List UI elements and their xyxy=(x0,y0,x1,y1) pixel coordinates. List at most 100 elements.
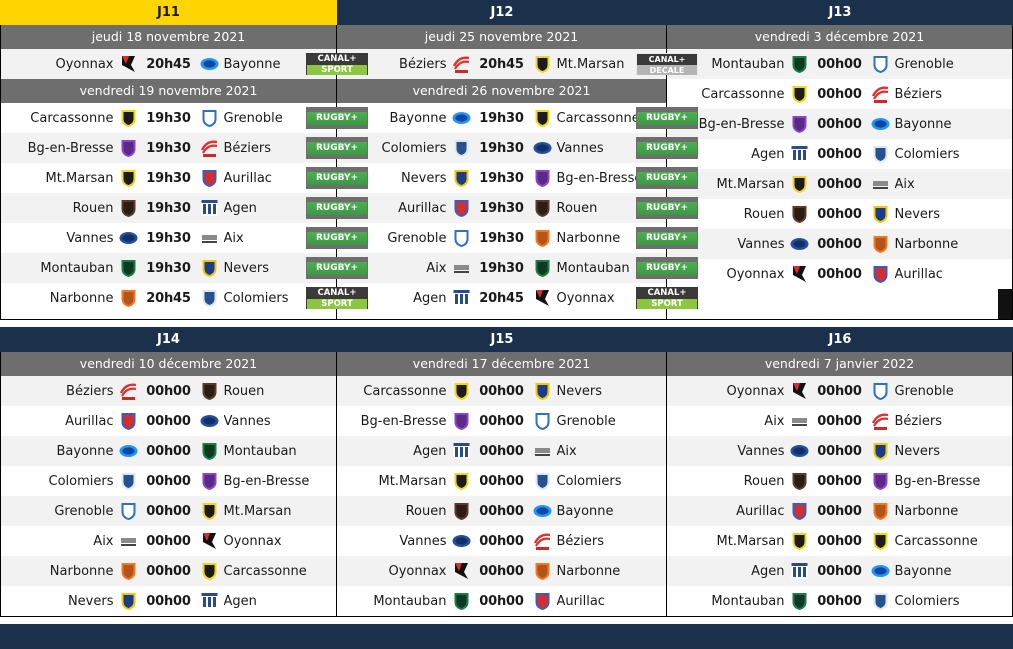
home-team-name: Agen xyxy=(413,443,447,459)
home-team: Montauban xyxy=(337,591,475,611)
match-row[interactable]: Vannes 00h00 Béziers xyxy=(337,526,666,556)
kickoff-time: 00h00 xyxy=(817,176,862,192)
match-row[interactable]: Montauban 19h30 Nevers RUGBY+ xyxy=(1,253,368,283)
match-row[interactable]: Aix 00h00 Béziers xyxy=(667,406,1012,436)
match-row[interactable]: Oyonnax 00h00 Narbonne xyxy=(337,556,666,586)
home-team-name: Rouen xyxy=(405,503,447,519)
match-row[interactable]: Agen 00h00 Colomiers xyxy=(667,139,1012,169)
match-row[interactable]: Vannes 00h00 Nevers xyxy=(667,436,1012,466)
away-team: Oyonnax xyxy=(529,288,667,308)
kickoff-time: 00h00 xyxy=(817,86,862,102)
match-row[interactable]: Grenoble 00h00 Mt.Marsan xyxy=(1,496,336,526)
match-row[interactable]: Oyonnax 00h00 Grenoble xyxy=(667,376,1012,406)
match-row[interactable]: Vannes 00h00 Narbonne xyxy=(667,229,1012,259)
match-row[interactable]: Béziers 20h45 Mt.Marsan CANAL+ DECALE xyxy=(337,49,698,79)
match-row[interactable]: Montauban 00h00 Colomiers xyxy=(667,586,1012,616)
match-row[interactable]: Rouen 00h00 Bayonne xyxy=(337,496,666,526)
away-team: Narbonne xyxy=(529,561,667,581)
match-row[interactable]: Rouen 00h00 Nevers xyxy=(667,199,1012,229)
match-row[interactable]: Narbonne 20h45 Colomiers CANAL+ SPORT xyxy=(1,283,368,313)
match-row[interactable]: Agen 00h00 Bayonne xyxy=(667,556,1012,586)
match-row[interactable]: Rouen 19h30 Agen RUGBY+ xyxy=(1,193,368,223)
crest-nevers-icon xyxy=(871,441,890,461)
home-team: Vannes xyxy=(667,441,813,461)
match-row[interactable]: Aix 19h30 Montauban RUGBY+ xyxy=(337,253,698,283)
match-row[interactable]: Agen 20h45 Oyonnax CANAL+ SPORT xyxy=(337,283,698,313)
home-team-name: Montauban xyxy=(373,593,447,609)
match-row[interactable]: Bayonne 00h00 Montauban xyxy=(1,436,336,466)
match-row[interactable]: Bg-en-Bresse 19h30 Béziers RUGBY+ xyxy=(1,133,368,163)
round-header-J13[interactable]: J13 xyxy=(667,0,1013,25)
round-header-J12[interactable]: J12 xyxy=(337,0,667,25)
round-header-J16[interactable]: J16 xyxy=(667,327,1013,352)
match-row[interactable]: Carcassonne 19h30 Grenoble RUGBY+ xyxy=(1,103,368,133)
match-row[interactable]: Carcassonne 00h00 Nevers xyxy=(337,376,666,406)
match-row[interactable]: Aix 00h00 Oyonnax xyxy=(1,526,336,556)
match-row[interactable]: Oyonnax 00h00 Aurillac xyxy=(667,259,1012,289)
kickoff-time: 19h30 xyxy=(146,170,191,186)
match-row[interactable]: Béziers 00h00 Rouen xyxy=(1,376,336,406)
match-row[interactable]: Rouen 00h00 Bg-en-Bresse xyxy=(667,466,1012,496)
broadcaster-line1: RUGBY+ xyxy=(637,142,697,155)
match-row[interactable]: Mt.Marsan 00h00 Aix xyxy=(667,169,1012,199)
match-row[interactable]: Aurillac 00h00 Narbonne xyxy=(667,496,1012,526)
home-team: Narbonne xyxy=(1,288,142,308)
match-row[interactable]: Narbonne 00h00 Carcassonne xyxy=(1,556,336,586)
match-row[interactable]: Oyonnax 20h45 Bayonne CANAL+ SPORT xyxy=(1,49,368,79)
away-team-name: Agen xyxy=(223,593,257,609)
round-header-J11[interactable]: J11 xyxy=(0,0,337,25)
match-row[interactable]: Agen 00h00 Aix xyxy=(337,436,666,466)
crest-grenoble-icon xyxy=(871,54,890,74)
kickoff-time: 00h00 xyxy=(817,266,862,282)
scrollbar-stub[interactable] xyxy=(998,289,1012,319)
home-team-name: Colomiers xyxy=(381,140,447,156)
match-row[interactable]: Mt.Marsan 00h00 Carcassonne xyxy=(667,526,1012,556)
crest-agen-icon xyxy=(790,561,809,581)
match-row[interactable]: Montauban 00h00 Grenoble xyxy=(667,49,1012,79)
away-team: Béziers xyxy=(867,84,1013,104)
away-team-name: Narbonne xyxy=(556,230,621,246)
match-row[interactable]: Bayonne 19h30 Carcassonne RUGBY+ xyxy=(337,103,698,133)
match-row[interactable]: Grenoble 19h30 Narbonne RUGBY+ xyxy=(337,223,698,253)
crest-montdemarsan-icon xyxy=(790,174,809,194)
home-team-name: Agen xyxy=(413,290,447,306)
kickoff-time: 00h00 xyxy=(817,443,862,459)
match-row[interactable]: Bg-en-Bresse 00h00 Bayonne xyxy=(667,109,1012,139)
home-team-name: Bg-en-Bresse xyxy=(27,140,114,156)
match-row[interactable]: Aurillac 00h00 Vannes xyxy=(1,406,336,436)
match-row[interactable]: Bg-en-Bresse 00h00 Grenoble xyxy=(337,406,666,436)
crest-bayonne-icon xyxy=(871,114,890,134)
away-team-name: Mt.Marsan xyxy=(223,503,292,519)
round-column-J11: jeudi 18 novembre 2021 Oyonnax 20h45 Bayonn… xyxy=(0,25,368,320)
round-column-J14: vendredi 10 décembre 2021 Béziers 00h00 Rou… xyxy=(0,352,337,617)
crest-aurillac-icon xyxy=(871,264,890,284)
match-row[interactable]: Vannes 19h30 Aix RUGBY+ xyxy=(1,223,368,253)
match-row[interactable]: Nevers 00h00 Agen xyxy=(1,586,336,616)
match-row[interactable]: Nevers 19h30 Bg-en-Bresse RUGBY+ xyxy=(337,163,698,193)
home-team-name: Rouen xyxy=(72,200,114,216)
match-row[interactable]: Aurillac 19h30 Rouen RUGBY+ xyxy=(337,193,698,223)
home-team-name: Narbonne xyxy=(49,563,114,579)
away-team: Vannes xyxy=(196,411,337,431)
crest-aurillac-icon xyxy=(790,501,809,521)
crest-aix-icon xyxy=(119,531,138,551)
away-team-name: Bayonne xyxy=(894,116,952,132)
crest-beziers-icon xyxy=(871,411,890,431)
match-row[interactable]: Mt.Marsan 19h30 Aurillac RUGBY+ xyxy=(1,163,368,193)
match-row[interactable]: Colomiers 19h30 Vannes RUGBY+ xyxy=(337,133,698,163)
home-team: Agen xyxy=(667,561,813,581)
round-header-J14[interactable]: J14 xyxy=(0,327,337,352)
match-row[interactable]: Colomiers 00h00 Bg-en-Bresse xyxy=(1,466,336,496)
match-row[interactable]: Montauban 00h00 Aurillac xyxy=(337,586,666,616)
broadcaster-badge-rugby-plus: RUGBY+ xyxy=(636,197,698,219)
away-team: Béziers xyxy=(529,531,667,551)
home-team-name: Aurillac xyxy=(65,413,114,429)
home-team-name: Colomiers xyxy=(48,473,114,489)
home-team: Montauban xyxy=(667,591,813,611)
match-row[interactable]: Carcassonne 00h00 Béziers xyxy=(667,79,1012,109)
home-team: Bg-en-Bresse xyxy=(1,138,142,158)
round-header-J15[interactable]: J15 xyxy=(337,327,667,352)
home-team-name: Bayonne xyxy=(389,110,447,126)
match-row[interactable]: Mt.Marsan 00h00 Colomiers xyxy=(337,466,666,496)
